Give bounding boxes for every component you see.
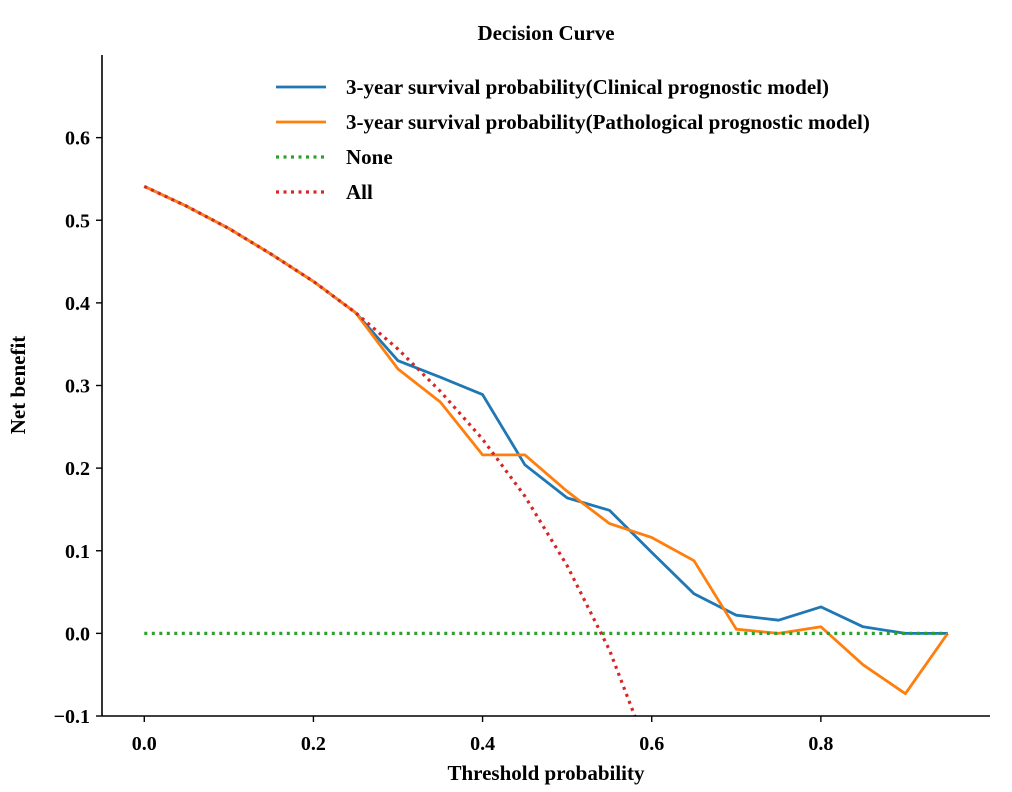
legend: 3-year survival probability(Clinical pro…	[276, 75, 870, 204]
y-tick-label: 0.5	[65, 210, 90, 232]
y-ticks-group: −0.1 0.0 0.1 0.2 0.3 0.4 0.5 0.6	[54, 128, 102, 728]
legend-entry-none: None	[276, 145, 393, 169]
axes-group	[101, 55, 990, 717]
x-tick-label: 0.6	[639, 733, 664, 755]
x-axis-title: Threshold probability	[447, 761, 645, 785]
legend-label: None	[346, 145, 393, 169]
legend-label: 3-year survival probability(Pathological…	[346, 110, 870, 134]
legend-label: 3-year survival probability(Clinical pro…	[346, 75, 829, 99]
x-tick-label: 0.4	[470, 733, 495, 755]
legend-entry-3-year-survival-probability-clinical-prognostic-model: 3-year survival probability(Clinical pro…	[276, 75, 829, 99]
x-tick-label: 0.8	[808, 733, 833, 755]
y-tick-label: 0.3	[65, 376, 90, 398]
x-ticks-group: 0.0 0.2 0.4 0.6 0.8	[132, 716, 833, 755]
x-tick-label: 0.2	[301, 733, 326, 755]
chart-title: Decision Curve	[477, 21, 614, 45]
plot-series-group	[143, 184, 949, 716]
legend-entry-3-year-survival-probability-pathological-prognostic-model: 3-year survival probability(Pathological…	[276, 110, 870, 134]
y-tick-label: 0.4	[65, 293, 90, 315]
legend-entry-all: All	[276, 180, 373, 204]
y-tick-label: 0.2	[65, 458, 90, 480]
series-line-3-year-survival-probability-pathological-prognostic-model	[143, 185, 949, 696]
series-line-3-year-survival-probability-clinical-prognostic-model	[143, 185, 948, 635]
y-tick-label: 0.1	[65, 541, 90, 563]
x-tick-label: 0.0	[132, 733, 157, 755]
y-tick-label: 0.6	[65, 128, 90, 150]
y-axis-title: Net benefit	[6, 336, 30, 435]
y-tick-label: −0.1	[54, 706, 90, 728]
legend-label: All	[346, 180, 373, 204]
series-line-all	[143, 184, 637, 716]
y-tick-label: 0.0	[65, 623, 90, 645]
